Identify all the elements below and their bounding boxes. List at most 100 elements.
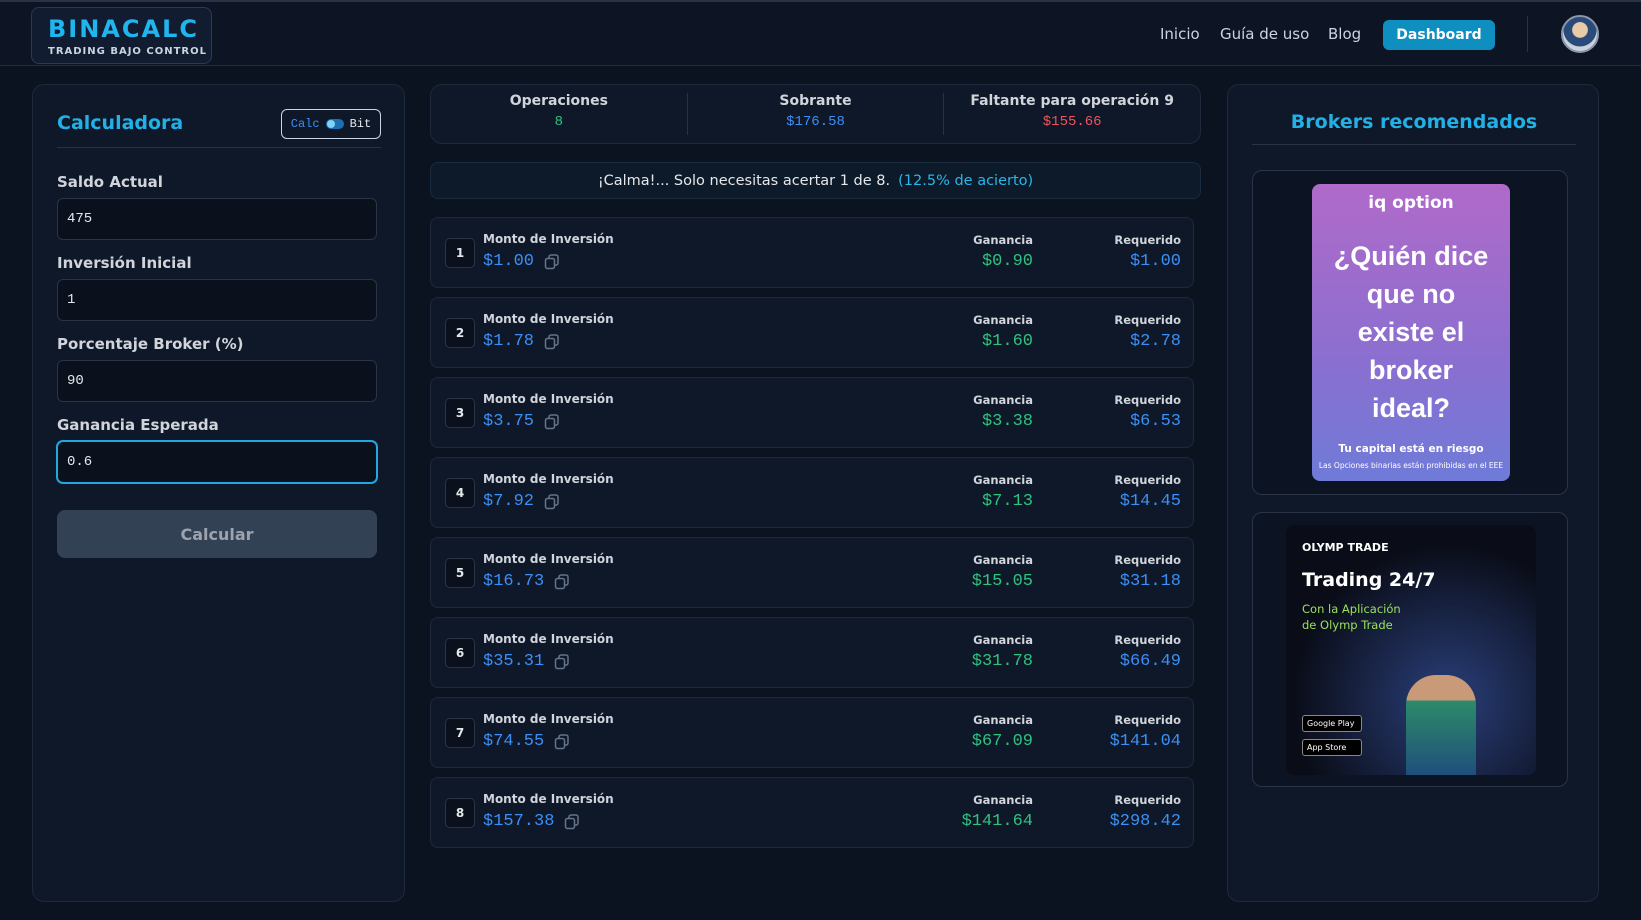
- required-value: $2.78: [1129, 332, 1181, 351]
- olymp-subtitle: Con la Aplicación de Olymp Trade: [1302, 602, 1401, 632]
- operation-row: 5 Monto de Inversión $16.73 Ganancia $15…: [430, 537, 1194, 608]
- dashboard-button[interactable]: Dashboard: [1383, 20, 1495, 50]
- required-label: Requerido: [1114, 553, 1181, 567]
- stats-card: Operaciones 8 Sobrante $176.58 Faltante …: [430, 84, 1201, 144]
- required-value: $66.49: [1119, 652, 1181, 671]
- stat-label: Faltante para operación 9: [970, 93, 1174, 109]
- required-value: $6.53: [1129, 412, 1181, 431]
- stat: Operaciones 8: [431, 93, 687, 135]
- stat-label: Operaciones: [509, 93, 608, 109]
- gain-label: Ganancia: [973, 713, 1033, 727]
- amount-label: Monto de Inversión: [483, 392, 614, 406]
- field-label: Inversión Inicial: [57, 254, 192, 272]
- required-label: Requerido: [1114, 393, 1181, 407]
- operation-number: 6: [445, 638, 475, 668]
- operation-row: 6 Monto de Inversión $35.31 Ganancia $31…: [430, 617, 1194, 688]
- field-input[interactable]: 0.6: [57, 441, 377, 483]
- gain-value: $1.60: [981, 332, 1033, 351]
- gain-label: Ganancia: [973, 313, 1033, 327]
- divider: [1527, 16, 1528, 52]
- required-value: $141.04: [1109, 732, 1181, 751]
- store-badge[interactable]: App Store: [1302, 739, 1362, 756]
- copy-icon[interactable]: [554, 733, 570, 750]
- amount-value: $1.78: [483, 332, 535, 351]
- amount-value: $16.73: [483, 572, 545, 591]
- required-label: Requerido: [1114, 793, 1181, 807]
- copy-icon[interactable]: [554, 573, 570, 590]
- iq-ad[interactable]: iq option ¿Quién dice que no existe el b…: [1312, 184, 1510, 481]
- olymp-brand: OLYMP TRADE: [1302, 541, 1389, 554]
- logo-title: BINACALC: [48, 15, 199, 43]
- field-input[interactable]: 90: [57, 360, 377, 402]
- calculator-title: Calculadora: [57, 112, 184, 134]
- nav-link[interactable]: Guía de uso: [1220, 25, 1310, 43]
- brokers-title: Brokers recomendados: [1290, 111, 1538, 133]
- operation-row: 3 Monto de Inversión $3.75 Ganancia $3.3…: [430, 377, 1194, 448]
- amount-value: $1.00: [483, 252, 535, 271]
- amount-label: Monto de Inversión: [483, 552, 614, 566]
- ad-card[interactable]: OLYMP TRADE Trading 24/7 Con la Aplicaci…: [1252, 512, 1568, 787]
- ad-card[interactable]: iq option ¿Quién dice que no existe el b…: [1252, 170, 1568, 495]
- header: BINACALC TRADING BAJO CONTROL Inicio Guí…: [0, 0, 1641, 66]
- amount-label: Monto de Inversión: [483, 632, 614, 646]
- calculate-button[interactable]: Calcular: [57, 510, 377, 558]
- divider: [57, 147, 381, 148]
- toggle-switch: [325, 119, 344, 129]
- amount-value: $7.92: [483, 492, 535, 511]
- copy-icon[interactable]: [564, 813, 580, 830]
- gain-label: Ganancia: [973, 393, 1033, 407]
- gain-value: $141.64: [961, 812, 1033, 831]
- stat-label: Sobrante: [779, 93, 852, 109]
- required-label: Requerido: [1114, 233, 1181, 247]
- message-highlight: (12.5% de acierto): [898, 172, 1034, 189]
- stat-value: $176.58: [786, 114, 845, 130]
- gain-value: $31.78: [971, 652, 1033, 671]
- nav-link[interactable]: Blog: [1328, 25, 1362, 43]
- field-input[interactable]: 475: [57, 198, 377, 240]
- amount-value: $157.38: [483, 812, 555, 831]
- logo[interactable]: BINACALC TRADING BAJO CONTROL: [31, 7, 212, 64]
- copy-icon[interactable]: [544, 413, 560, 430]
- gain-label: Ganancia: [973, 793, 1033, 807]
- toggle-label: Bit: [349, 117, 372, 131]
- nav-link[interactable]: Inicio: [1160, 25, 1200, 43]
- operation-row: 7 Monto de Inversión $74.55 Ganancia $67…: [430, 697, 1194, 768]
- avatar[interactable]: [1561, 15, 1599, 53]
- mode-toggle[interactable]: Calc Bit: [281, 109, 381, 139]
- stat-value: 8: [554, 114, 564, 130]
- required-label: Requerido: [1114, 633, 1181, 647]
- required-value: $1.00: [1129, 252, 1181, 271]
- olymp-ad[interactable]: OLYMP TRADE Trading 24/7 Con la Aplicaci…: [1286, 525, 1536, 775]
- amount-value: $35.31: [483, 652, 545, 671]
- copy-icon[interactable]: [544, 253, 560, 270]
- iq-disclaimer: Las Opciones binarias están prohibidas e…: [1318, 461, 1504, 470]
- operation-number: 5: [445, 558, 475, 588]
- stat: Sobrante $176.58: [686, 93, 944, 135]
- amount-label: Monto de Inversión: [483, 792, 614, 806]
- gain-value: $15.05: [971, 572, 1033, 591]
- operation-number: 8: [445, 798, 475, 828]
- field-input[interactable]: 1: [57, 279, 377, 321]
- copy-icon[interactable]: [554, 653, 570, 670]
- gain-label: Ganancia: [973, 633, 1033, 647]
- toggle-label: Calc: [290, 117, 320, 131]
- required-value: $14.45: [1119, 492, 1181, 511]
- copy-icon[interactable]: [544, 493, 560, 510]
- operation-number: 1: [445, 238, 475, 268]
- gain-value: $67.09: [971, 732, 1033, 751]
- store-badge[interactable]: Google Play: [1302, 715, 1362, 732]
- gain-label: Ganancia: [973, 473, 1033, 487]
- operation-row: 2 Monto de Inversión $1.78 Ganancia $1.6…: [430, 297, 1194, 368]
- gain-value: $7.13: [981, 492, 1033, 511]
- required-value: $298.42: [1109, 812, 1181, 831]
- required-label: Requerido: [1114, 473, 1181, 487]
- copy-icon[interactable]: [544, 333, 560, 350]
- gain-value: $0.90: [981, 252, 1033, 271]
- gain-label: Ganancia: [973, 553, 1033, 567]
- iq-risk: Tu capital está en riesgo: [1338, 443, 1484, 455]
- brokers-panel: Brokers recomendados iq option ¿Quién di…: [1227, 84, 1599, 902]
- message-text: ¡Calma!... Solo necesitas acertar 1 de 8…: [597, 172, 891, 189]
- amount-value: $3.75: [483, 412, 535, 431]
- olymp-headline: Trading 24/7: [1302, 569, 1436, 591]
